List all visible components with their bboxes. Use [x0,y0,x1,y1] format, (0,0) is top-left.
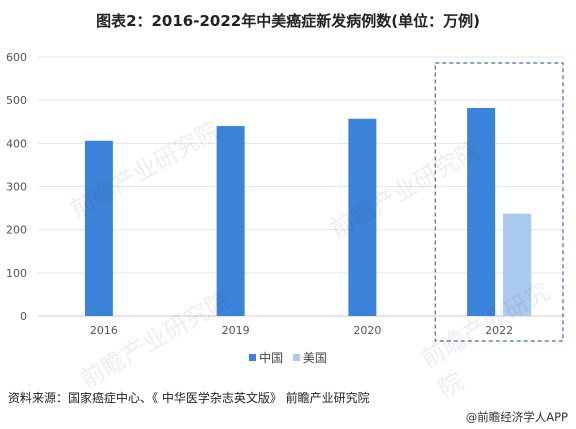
y-tick-label: 300 [6,181,27,194]
legend-item-china: 中国 [249,349,283,366]
bar-china-2020 [348,118,377,316]
x-tick-label: 2019 [222,324,250,337]
highlight-box [434,62,564,342]
y-tick-label: 600 [6,51,27,64]
x-tick-label: 2020 [353,324,381,337]
chart-legend: 中国 美国 [0,349,576,366]
bar-china-2019 [216,126,245,316]
y-tick-label: 0 [20,310,27,323]
y-tick-label: 400 [6,137,27,150]
y-tick-label: 200 [6,224,27,237]
y-tick-label: 500 [6,94,27,107]
brand-credit: @前瞻经济学人APP [465,410,568,424]
legend-label-usa: 美国 [302,351,327,365]
legend-swatch-china [249,354,257,361]
legend-swatch-usa [292,354,300,361]
bar-china-2016 [84,140,113,316]
bar-usa-2022 [503,213,532,316]
legend-item-usa: 美国 [292,349,327,366]
legend-label-china: 中国 [259,351,284,365]
bar-china-2022 [467,107,496,316]
y-tick-label: 100 [6,267,27,280]
x-tick-label: 2016 [90,324,118,337]
chart-title: 图表2：2016-2022年中美癌症新发病例数(单位：万例) [96,12,480,30]
source-note: 资料来源：国家癌症中心、《 中华医学杂志英文版》 前瞻产业研究院 [8,391,370,405]
x-tick-label: 2022 [485,324,513,337]
